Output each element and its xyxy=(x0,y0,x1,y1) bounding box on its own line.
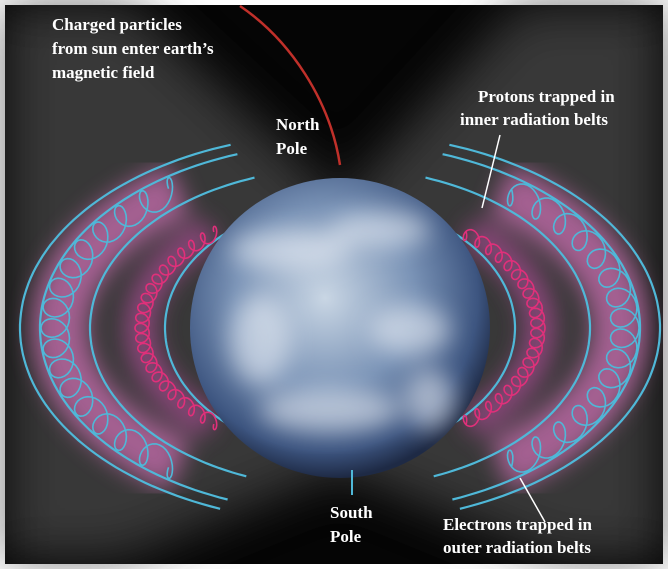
field-line xyxy=(449,143,662,510)
label-text: magnetic field xyxy=(52,63,155,82)
spiral xyxy=(40,176,174,480)
spiral xyxy=(462,228,546,428)
label-text: from sun enter earth’s xyxy=(52,39,214,58)
spiral xyxy=(134,225,218,431)
particle-path xyxy=(239,4,342,166)
field-line xyxy=(88,176,255,478)
label-text: Charged particles xyxy=(52,15,182,34)
label-text: Pole xyxy=(330,527,362,546)
earth xyxy=(190,178,490,478)
label-text: North xyxy=(276,115,320,134)
field-line xyxy=(38,153,238,501)
particle-spirals xyxy=(40,176,640,480)
inner-belt xyxy=(461,219,556,437)
label-text: outer radiation belts xyxy=(443,538,591,557)
inner-belt xyxy=(124,219,219,437)
field-lines xyxy=(18,143,662,510)
field-line xyxy=(163,209,281,445)
pointer-line xyxy=(519,477,546,523)
outer-belt xyxy=(32,165,191,491)
pointer-line xyxy=(481,134,501,209)
label-text: inner radiation belts xyxy=(460,110,608,129)
field-line xyxy=(18,143,231,510)
spiral xyxy=(506,183,640,473)
field-line xyxy=(425,176,592,478)
label-text: Protons trapped in xyxy=(478,87,615,106)
field-line xyxy=(442,153,642,501)
label-text: Pole xyxy=(276,139,308,158)
label-text: Electrons trapped in xyxy=(443,515,592,534)
label-text: South xyxy=(330,503,373,522)
